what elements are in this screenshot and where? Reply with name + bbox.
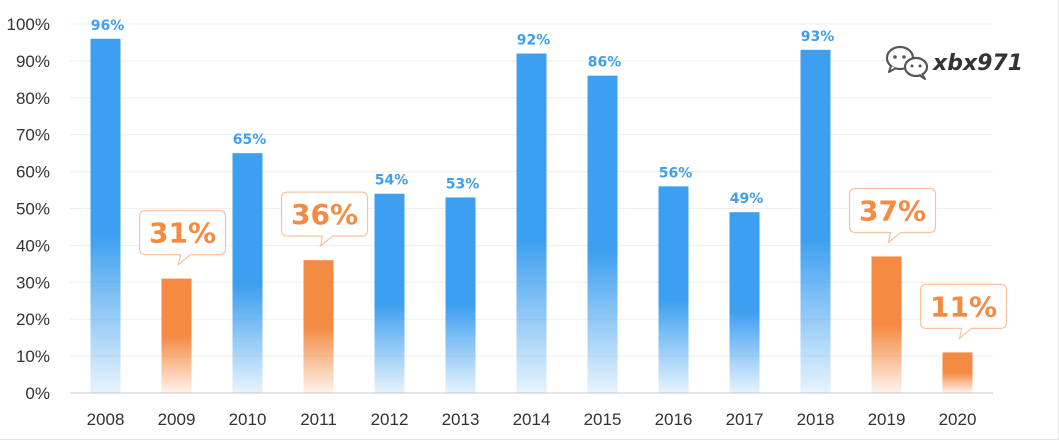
x-tick-label: 2009 bbox=[158, 410, 196, 429]
y-tick-label: 0% bbox=[25, 384, 50, 403]
callout-box bbox=[138, 210, 227, 267]
bar bbox=[445, 197, 476, 393]
callout-label: 36% bbox=[280, 191, 369, 248]
x-axis: 2008 2009 2010 2011 2012 2013 2014 2015 2016 2017… bbox=[87, 410, 977, 429]
y-axis: 0% 10% 20% 30% 40% 50% 60% 70% 80% 90% 100% bbox=[7, 15, 50, 403]
bar bbox=[516, 53, 547, 394]
x-tick-label: 2013 bbox=[442, 410, 480, 429]
bar bbox=[161, 278, 192, 393]
value-label: 37% bbox=[859, 194, 926, 227]
value-label: 31% bbox=[149, 217, 216, 250]
value-label: 86% bbox=[588, 55, 622, 71]
bars bbox=[90, 38, 973, 394]
y-tick-label: 100% bbox=[7, 15, 50, 34]
callout-box bbox=[848, 187, 937, 245]
y-tick-label: 70% bbox=[16, 126, 50, 145]
x-tick-label: 2015 bbox=[584, 410, 622, 429]
x-tick-label: 2010 bbox=[229, 410, 267, 429]
value-label: 53% bbox=[446, 176, 480, 192]
value-label: 96% bbox=[91, 18, 125, 34]
value-label: 65% bbox=[233, 132, 267, 148]
value-label: 11% bbox=[930, 290, 997, 323]
value-label: 54% bbox=[375, 173, 409, 189]
bar bbox=[800, 49, 831, 394]
x-tick-label: 2017 bbox=[726, 410, 764, 429]
value-label: 92% bbox=[517, 33, 551, 49]
x-tick-label: 2018 bbox=[797, 410, 835, 429]
callout-label: 11% bbox=[919, 283, 1008, 340]
bar bbox=[303, 260, 334, 393]
value-labels: 96% 31% 65% 36% 54% 53% 92% 86% 56% 49% 93% 37% 11% bbox=[91, 18, 1008, 340]
watermark-text: xbx971 bbox=[932, 51, 1023, 76]
bar bbox=[658, 186, 689, 393]
bar bbox=[871, 256, 902, 393]
x-tick-label: 2019 bbox=[868, 410, 906, 429]
bar bbox=[587, 75, 618, 393]
x-tick-label: 2016 bbox=[655, 410, 693, 429]
x-tick-label: 2020 bbox=[939, 410, 977, 429]
y-tick-label: 10% bbox=[16, 347, 50, 366]
value-label: 56% bbox=[659, 165, 693, 181]
callout-box bbox=[280, 191, 369, 248]
bar bbox=[90, 38, 121, 393]
wechat-icon bbox=[885, 45, 929, 80]
value-label: 93% bbox=[801, 29, 835, 45]
callout-label: 37% bbox=[848, 187, 937, 245]
y-tick-label: 90% bbox=[16, 52, 50, 71]
y-tick-label: 20% bbox=[16, 310, 50, 329]
x-tick-label: 2012 bbox=[371, 410, 409, 429]
x-tick-label: 2011 bbox=[300, 410, 337, 429]
bar bbox=[729, 212, 760, 393]
watermark: xbx971 bbox=[885, 45, 1023, 80]
callout-label: 31% bbox=[138, 210, 227, 267]
value-label: 36% bbox=[291, 198, 358, 231]
value-label: 49% bbox=[730, 191, 764, 207]
y-tick-label: 50% bbox=[16, 200, 50, 219]
x-tick-label: 2014 bbox=[513, 410, 551, 429]
bar bbox=[232, 153, 263, 393]
bar bbox=[374, 193, 405, 393]
x-tick-label: 2008 bbox=[87, 410, 125, 429]
y-tick-label: 80% bbox=[16, 89, 50, 108]
callout-box bbox=[919, 283, 1008, 340]
y-tick-label: 60% bbox=[16, 163, 50, 182]
y-tick-label: 30% bbox=[16, 273, 50, 292]
bar bbox=[942, 352, 973, 393]
y-tick-label: 40% bbox=[16, 236, 50, 255]
